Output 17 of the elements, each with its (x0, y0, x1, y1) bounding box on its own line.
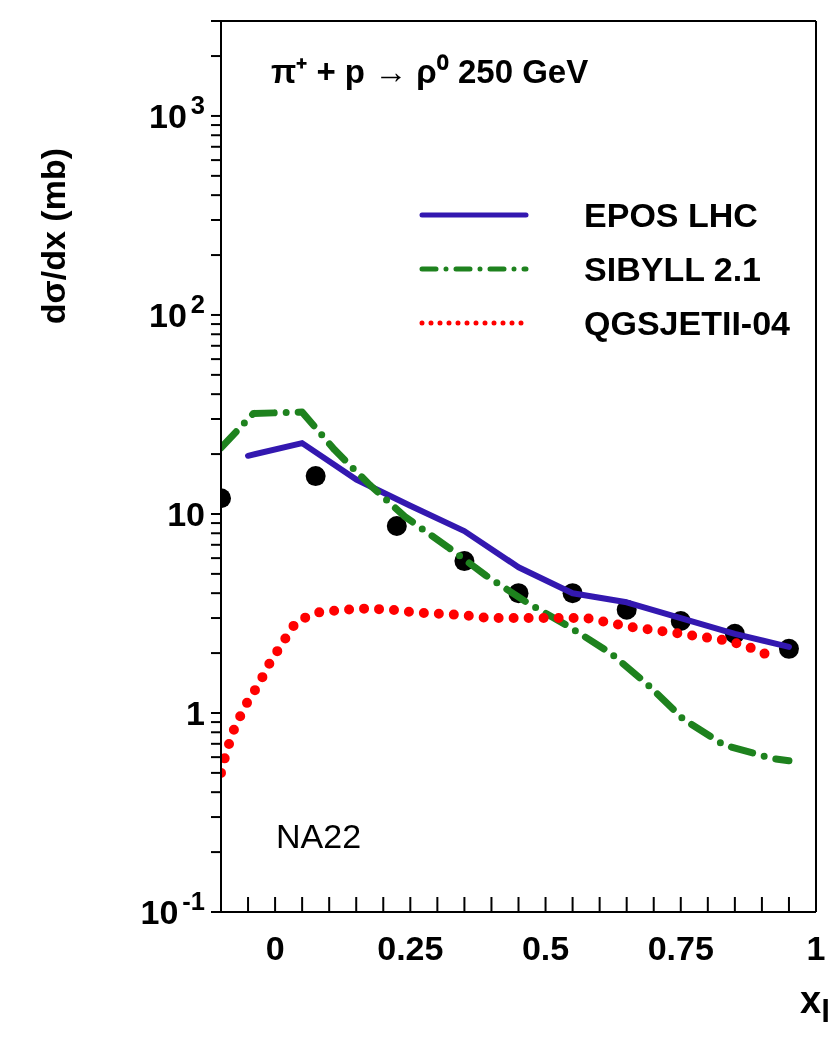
y-tick-label: 1 (186, 693, 205, 732)
y-tick-label: 10$^{2}$ (148, 289, 205, 334)
x-tick-label: 0.5 (521, 929, 570, 967)
x-axis-title: x$_{l}$ (800, 979, 830, 1030)
annotation: NA22 (276, 817, 362, 856)
y-axis-title: dσ/dx (mb) (34, 148, 73, 325)
y-tick-label: 10$^{3}$ (148, 90, 205, 135)
x-tick-label: 0 (265, 929, 285, 967)
x-tick-label: 1 (806, 929, 826, 967)
y-tick-label: 10$^{-1}$ (140, 887, 205, 931)
text: π⁺ + p → ρ⁰ 250 GeV (271, 52, 589, 92)
x-tick-label: 0.25 (377, 929, 444, 967)
y-tick-label: 10 (167, 494, 205, 533)
legend-label: QGSJETII-04 (584, 303, 790, 343)
x-tick-label: 0.75 (647, 929, 714, 967)
legend-label: EPOS LHC (584, 195, 758, 235)
legend-label: SIBYLL 2.1 (584, 249, 762, 289)
